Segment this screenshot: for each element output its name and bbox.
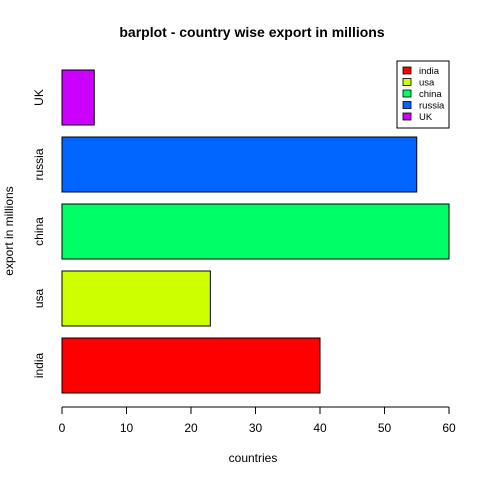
- legend-swatch-china: [402, 89, 412, 98]
- x-tick-label: 10: [120, 421, 134, 435]
- legend-swatch-russia: [402, 101, 412, 109]
- chart-title: barplot - country wise export in million…: [119, 24, 384, 40]
- y-tick-label-usa: usa: [32, 289, 46, 309]
- x-tick-label: 50: [378, 421, 392, 435]
- legend-label-usa: usa: [419, 78, 435, 89]
- x-tick-label: 40: [313, 421, 327, 435]
- bar-china: [61, 203, 450, 260]
- bar-UK: [61, 69, 95, 126]
- y-tick-label-india: india: [32, 353, 46, 379]
- x-tick-label: 0: [59, 421, 66, 435]
- y-axis-label: export in millions: [2, 186, 16, 275]
- y-tick-label-china: china: [32, 217, 46, 246]
- x-tick-label: 20: [184, 421, 198, 435]
- bar-russia: [61, 136, 418, 193]
- bar-india: [61, 337, 321, 394]
- legend-label-india: india: [419, 66, 440, 77]
- y-tick-label-russia: russia: [32, 148, 46, 180]
- y-tick-label-UK: UK: [32, 89, 46, 106]
- y-tick-labels: india usa china russia UK: [32, 89, 46, 378]
- legend-swatch-india: [402, 66, 412, 75]
- legend-swatch-usa: [402, 78, 412, 86]
- legend-label-china: china: [419, 89, 442, 100]
- x-axis-label: countries: [229, 451, 278, 465]
- bar-usa: [61, 270, 211, 327]
- legend-label-UK: UK: [419, 112, 433, 123]
- x-tick-label: 30: [249, 421, 263, 435]
- bars-group: [61, 69, 450, 394]
- x-tick-label: 60: [442, 421, 456, 435]
- legend-label-russia: russia: [419, 101, 445, 112]
- legend-swatch-UK: [402, 112, 412, 121]
- x-axis: 0 10 20 30 40 50 60: [59, 406, 456, 435]
